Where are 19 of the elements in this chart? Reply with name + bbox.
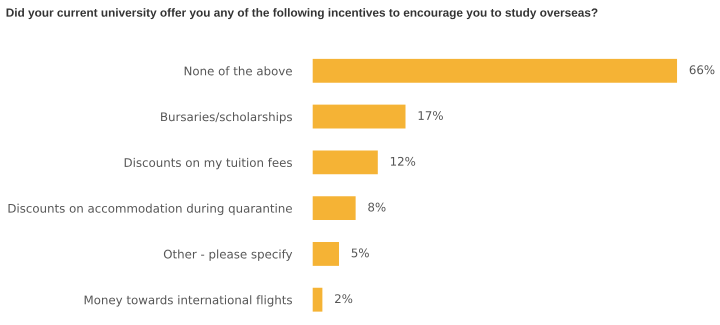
data-label: 12% xyxy=(390,156,416,166)
data-label: 66% xyxy=(690,65,714,74)
y-tick-label: Money towards international flights xyxy=(84,295,292,307)
y-tick-label: Bursaries/scholarships xyxy=(161,112,292,124)
y-tick-label: None of the above xyxy=(184,66,292,76)
bar xyxy=(312,240,340,268)
y-tick-label: Discounts on my tuition fees xyxy=(124,158,292,170)
data-label: 17% xyxy=(418,111,443,120)
data-label: 2% xyxy=(335,294,352,304)
chart-title: Did your current university offer you any of the following incentives to encourage you to study overseas? xyxy=(6,8,598,20)
bar xyxy=(312,286,324,313)
bar xyxy=(312,58,678,84)
y-tick-label: Discounts on accommodation during quarantine xyxy=(8,204,292,216)
data-label: 5% xyxy=(352,248,369,258)
bar xyxy=(312,103,407,130)
bar xyxy=(312,194,358,222)
y-tick-label: Other - please specify xyxy=(164,249,292,261)
bar xyxy=(312,149,380,176)
data-label: 8% xyxy=(368,202,386,212)
